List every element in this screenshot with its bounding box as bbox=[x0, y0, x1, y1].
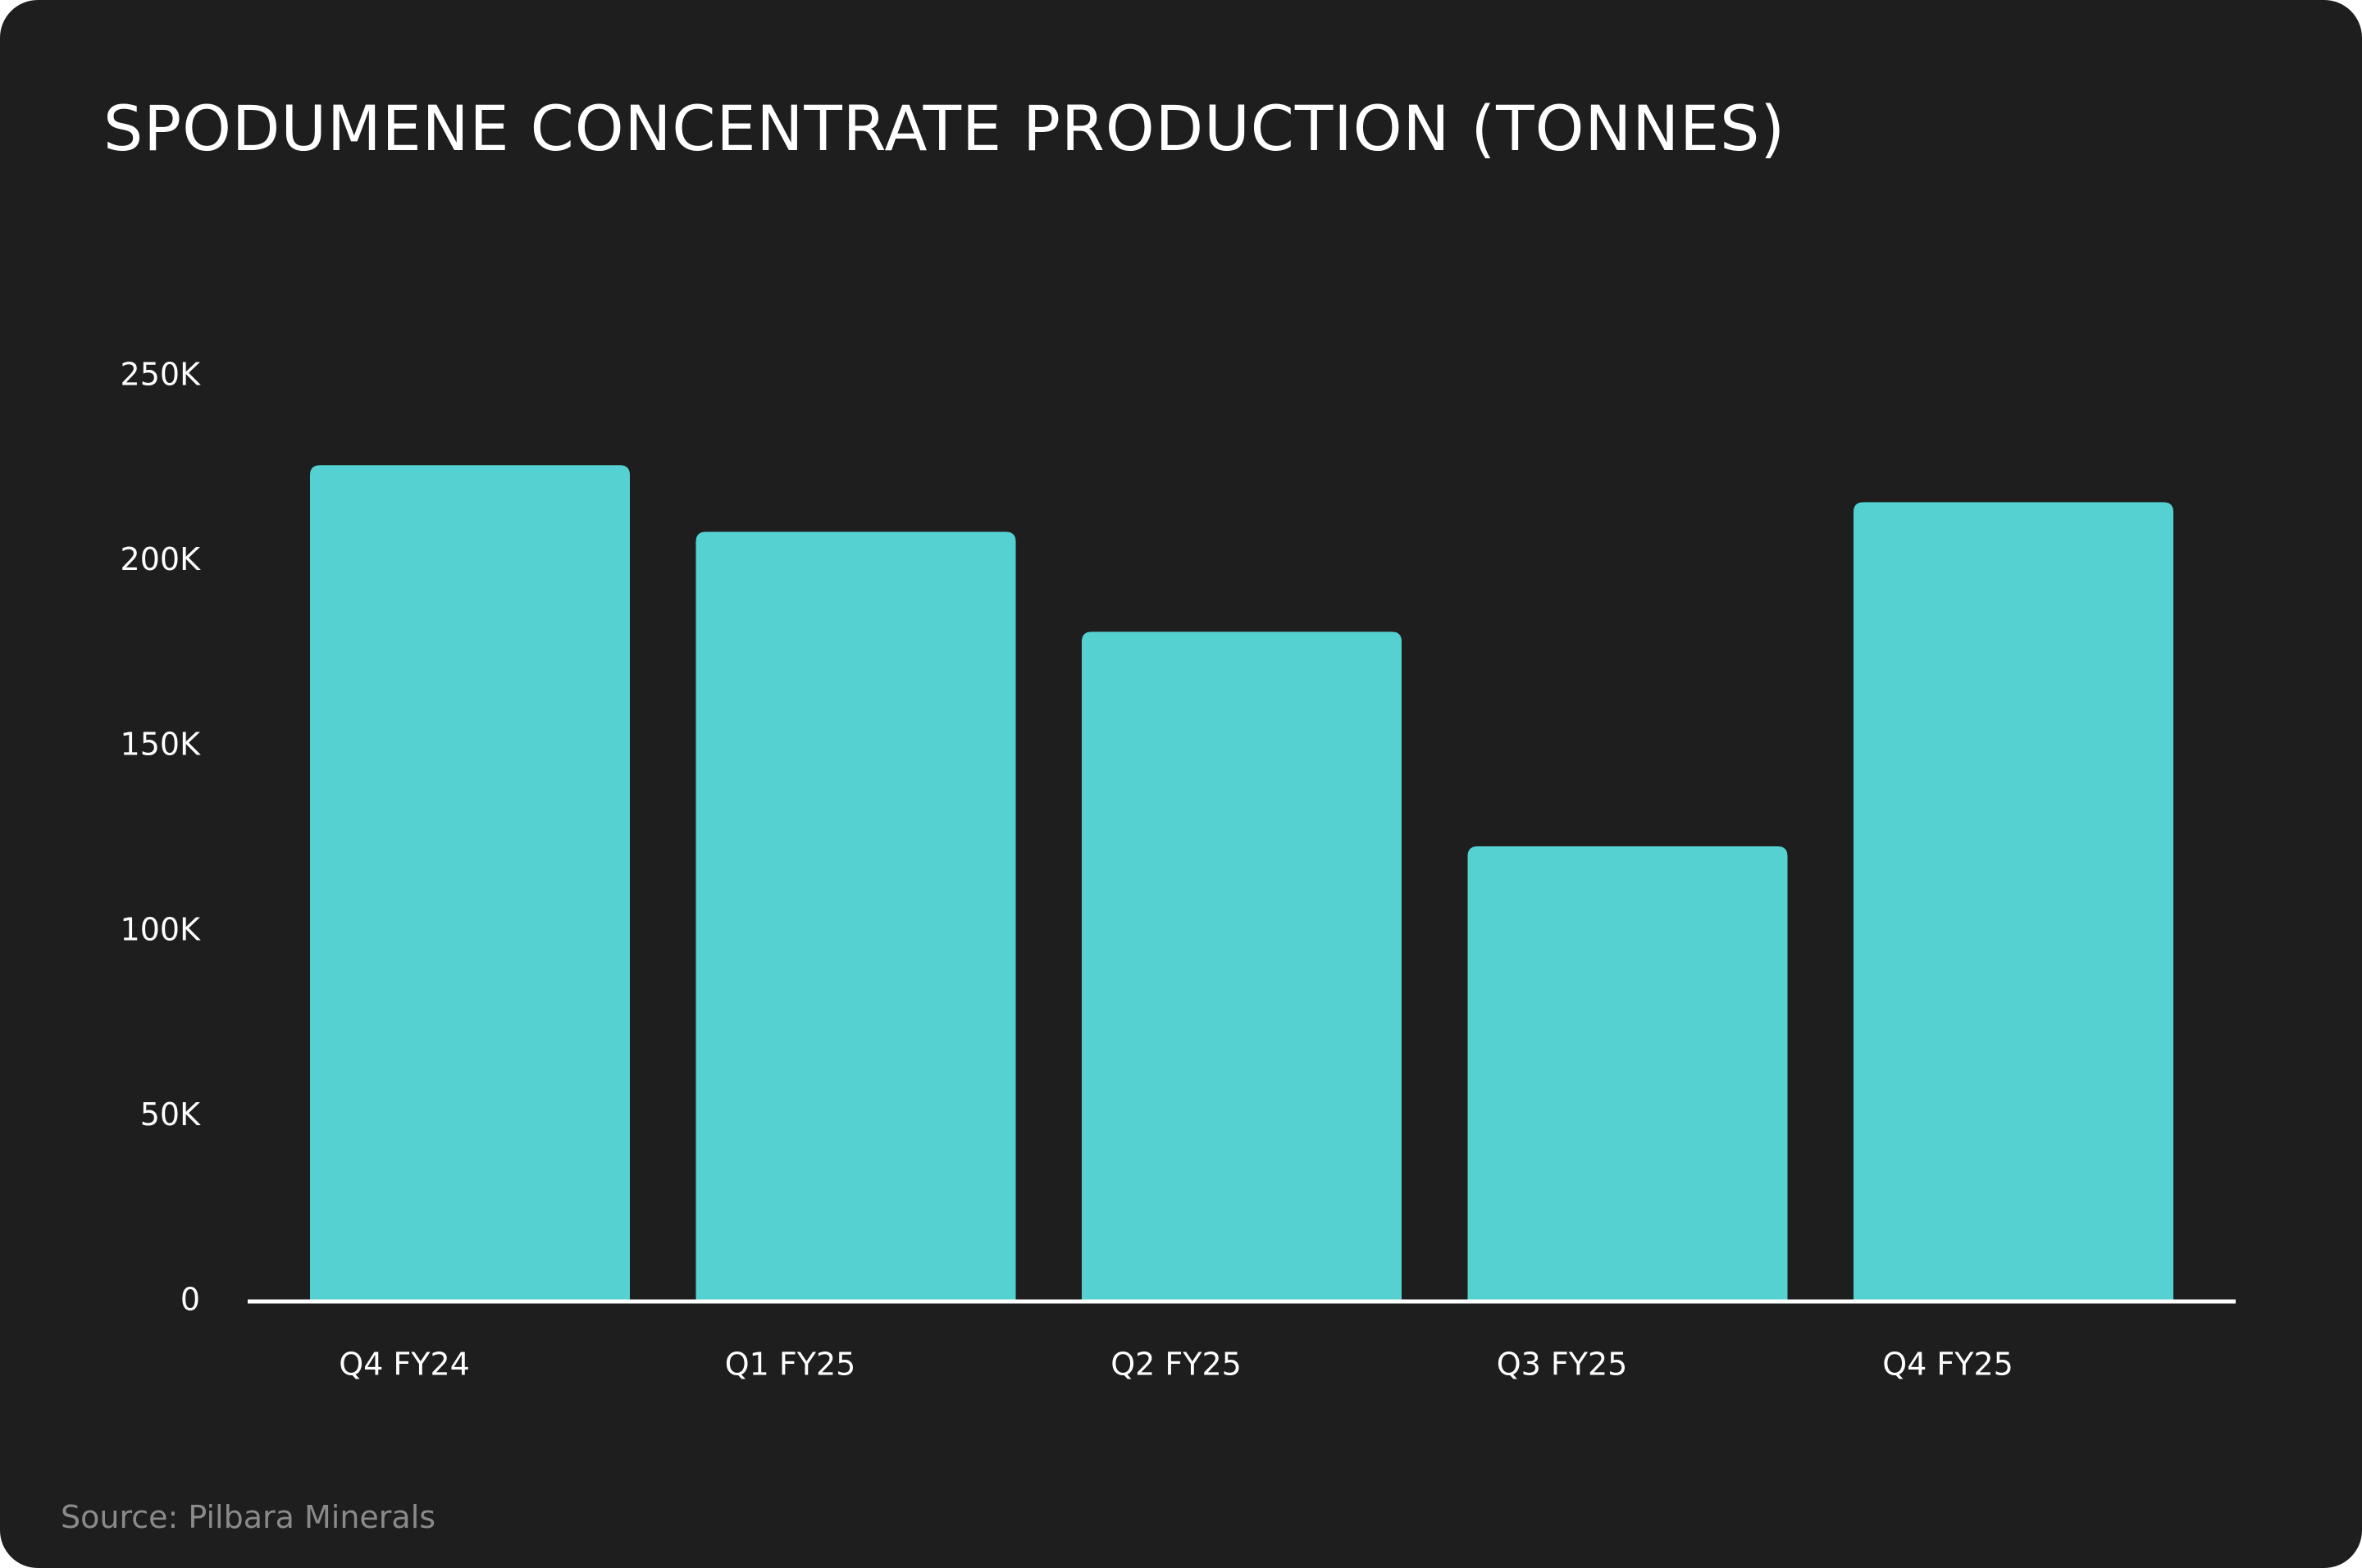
y-tick-label: 250K bbox=[121, 357, 202, 393]
y-tick-label: 100K bbox=[121, 911, 202, 947]
bar-q3-fy25 bbox=[1467, 846, 1788, 1301]
bar-q2-fy25 bbox=[1082, 631, 1402, 1301]
source-note: Source: Pilbara Minerals bbox=[61, 1499, 436, 1535]
x-tick-label: Q3 FY25 bbox=[1497, 1347, 1628, 1383]
x-tick-label: Q1 FY25 bbox=[725, 1347, 856, 1383]
bar-q1-fy25 bbox=[695, 531, 1016, 1301]
y-tick-label: 50K bbox=[140, 1096, 201, 1133]
y-tick-label: 0 bbox=[180, 1282, 200, 1318]
y-tick-label: 200K bbox=[121, 541, 202, 577]
y-tick-label: 150K bbox=[121, 727, 202, 763]
x-tick-label: Q4 FY24 bbox=[339, 1347, 470, 1383]
x-tick-label: Q2 FY25 bbox=[1110, 1347, 1242, 1383]
bar-q4-fy25 bbox=[1854, 502, 2173, 1301]
x-tick-label: Q4 FY25 bbox=[1882, 1347, 2013, 1383]
chart-title: SPODUMENE CONCENTRATE PRODUCTION (TONNES… bbox=[103, 92, 1786, 165]
bar-q4-fy24 bbox=[310, 465, 630, 1301]
